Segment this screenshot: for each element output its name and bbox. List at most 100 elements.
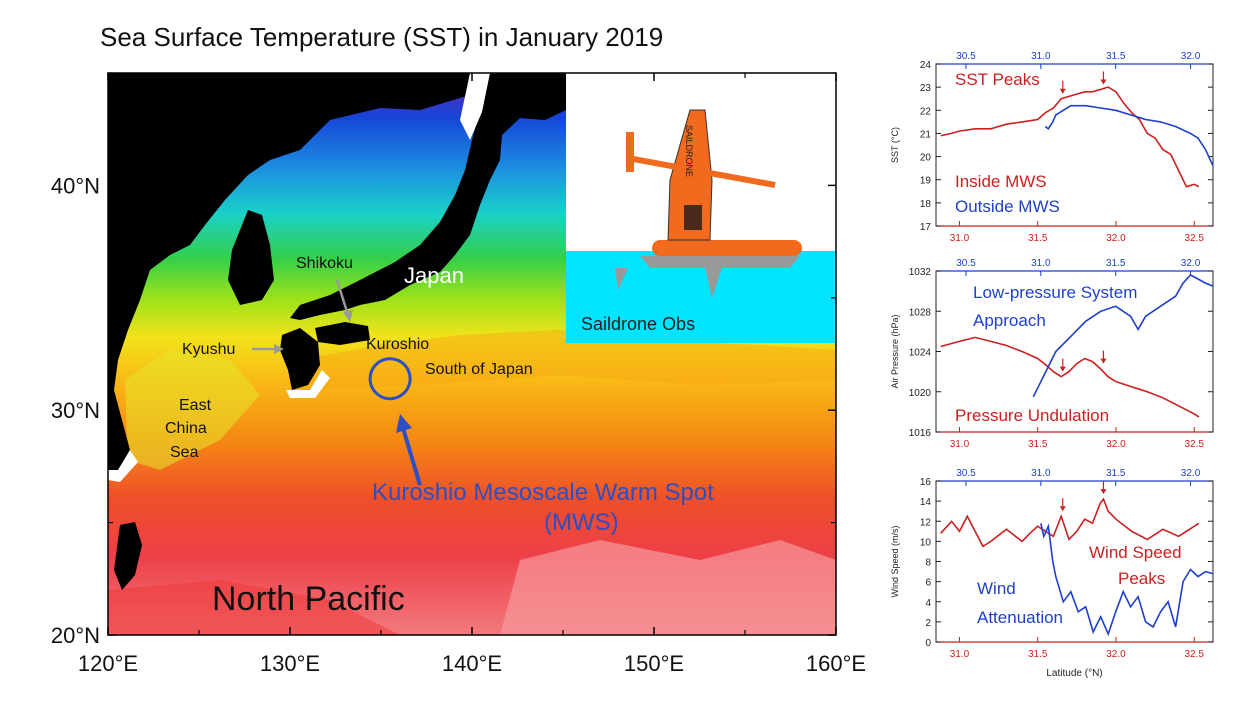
- korea-land: [228, 210, 274, 305]
- map-title: Sea Surface Temperature (SST) in January…: [100, 22, 664, 52]
- x-top-tick-label: 30.5: [956, 51, 976, 62]
- series-line: [1032, 274, 1214, 398]
- saildrone-tail: [626, 132, 634, 172]
- y-tick-label: 4: [925, 598, 931, 609]
- map-lat-label: 40°N: [51, 173, 100, 198]
- peak-arrow-head: [1059, 366, 1066, 372]
- label-east-china-sea-1: East: [179, 397, 212, 414]
- x-top-tick-label: 31.0: [1031, 468, 1051, 479]
- ann-outside-mws: Outside MWS: [955, 197, 1060, 216]
- y-axis-label: Air Pressure (hPa): [890, 314, 900, 388]
- mws-circle: [368, 357, 412, 401]
- x-top-tick-label: 32.0: [1181, 258, 1201, 269]
- map-lon-label: 150°E: [624, 651, 684, 676]
- label-shikoku: Shikoku: [296, 255, 353, 272]
- saildrone-fin: [705, 268, 722, 298]
- label-east-china-sea-2: China: [165, 420, 207, 437]
- label-south-of-japan: South of Japan: [425, 361, 533, 378]
- label-mws-line2: (MWS): [544, 509, 619, 536]
- x-bottom-tick-label: 31.5: [1028, 439, 1048, 450]
- y-tick-label: 1020: [909, 388, 932, 399]
- x-top-tick-label: 31.0: [1031, 258, 1051, 269]
- y-tick-label: 1016: [909, 428, 932, 439]
- x-bottom-tick-label: 32.0: [1106, 439, 1126, 450]
- x-top-tick-label: 32.0: [1181, 51, 1201, 62]
- map-lon-label: 120°E: [78, 651, 138, 676]
- x-bottom-tick-label: 32.5: [1184, 233, 1204, 244]
- peak-arrow-head: [1059, 506, 1066, 512]
- asia-land: [108, 73, 470, 470]
- y-tick-label: 24: [920, 60, 932, 71]
- x-top-tick-label: 31.5: [1106, 51, 1126, 62]
- shikoku-land: [315, 322, 370, 345]
- hokkaido-land: [495, 73, 566, 100]
- y-tick-label: 14: [920, 497, 932, 508]
- y-tick-label: 8: [925, 558, 931, 569]
- warm-patch: [500, 540, 836, 635]
- saildrone-boom: [627, 155, 776, 188]
- japan-land: [290, 73, 566, 320]
- y-tick-label: 1024: [909, 348, 932, 359]
- x-bottom-tick-label: 32.5: [1184, 649, 1204, 660]
- x-axis-label: Latitude (°N): [1046, 668, 1102, 679]
- saildrone-hull: [652, 240, 802, 256]
- x-bottom-tick-label: 31.0: [950, 439, 970, 450]
- panel-3: 0 2 4 6 8 10 12 14 16 31.0 31.5 32.0 32.5 30.5 31.0 31.…: [890, 468, 1214, 679]
- x-bottom-tick-label: 32.5: [1184, 439, 1204, 450]
- x-top-tick-label: 31.0: [1031, 51, 1051, 62]
- coastal-gap: [460, 73, 490, 140]
- map-lat-label: 20°N: [51, 623, 100, 648]
- y-tick-label: 22: [920, 106, 932, 117]
- peak-arrow-head: [1100, 79, 1107, 85]
- inset-caption: Saildrone Obs: [581, 314, 695, 334]
- map-lat-label: 30°N: [51, 398, 100, 423]
- y-tick-label: 0: [925, 638, 931, 649]
- ann-wind: Wind: [977, 579, 1016, 598]
- y-tick-label: 10: [920, 537, 932, 548]
- kuroshio-warm-band: [300, 330, 836, 390]
- ann-inside-mws: Inside MWS: [955, 172, 1047, 191]
- x-bottom-tick-label: 31.0: [950, 649, 970, 660]
- arrow-shikoku-head: [343, 310, 353, 322]
- ann-wind-speed: Wind Speed: [1089, 543, 1182, 562]
- y-tick-label: 16: [920, 477, 932, 488]
- saildrone-fin: [615, 268, 628, 290]
- series-line: [1040, 523, 1214, 637]
- y-tick-label: 23: [920, 83, 932, 94]
- label-east-china-sea-3: Sea: [170, 444, 199, 461]
- x-top-tick-label: 30.5: [956, 468, 976, 479]
- arrow-mws-head: [396, 414, 412, 433]
- map-lon-label: 140°E: [442, 651, 502, 676]
- ann-pressure-undulation: Pressure Undulation: [955, 406, 1109, 425]
- warm-patch: [108, 580, 400, 635]
- arrow-shikoku: [335, 279, 350, 316]
- coastal-gap: [286, 370, 330, 398]
- y-tick-label: 17: [920, 222, 932, 233]
- peak-arrow-head: [1059, 88, 1066, 94]
- series-line: [940, 86, 1200, 188]
- panel-1: 17 18 19 20 21 22 23 24 31.0 31.5 32.0 32.5 30.5 31.0…: [890, 51, 1214, 244]
- label-kuroshio: Kuroshio: [366, 336, 429, 353]
- y-tick-label: 21: [920, 129, 932, 140]
- x-bottom-tick-label: 31.5: [1028, 233, 1048, 244]
- ann-peaks: Peaks: [1118, 569, 1165, 588]
- arrow-mws: [401, 427, 422, 486]
- y-tick-label: 18: [920, 199, 932, 210]
- label-mws-line1: Kuroshio Mesoscale Warm Spot: [372, 479, 714, 506]
- ann-low-pressure: Low-pressure System: [973, 283, 1137, 302]
- saildrone-sail-text: SAILDRONE: [684, 125, 694, 177]
- taiwan-land: [114, 522, 142, 590]
- x-top-tick-label: 31.5: [1106, 258, 1126, 269]
- ann-sst-peaks: SST Peaks: [955, 70, 1040, 89]
- panel-2: 1016 1020 1024 1028 1032 31.0 31.5 32.0 32.5 30.5…: [890, 258, 1214, 450]
- x-top-tick-label: 31.5: [1106, 468, 1126, 479]
- series-line: [940, 497, 1200, 548]
- map-lon-label: 130°E: [260, 651, 320, 676]
- label-north-pacific: North Pacific: [212, 580, 405, 618]
- label-japan: Japan: [404, 263, 464, 288]
- y-tick-label: 1028: [909, 307, 932, 318]
- y-tick-label: 20: [920, 153, 932, 164]
- x-bottom-tick-label: 31.0: [950, 233, 970, 244]
